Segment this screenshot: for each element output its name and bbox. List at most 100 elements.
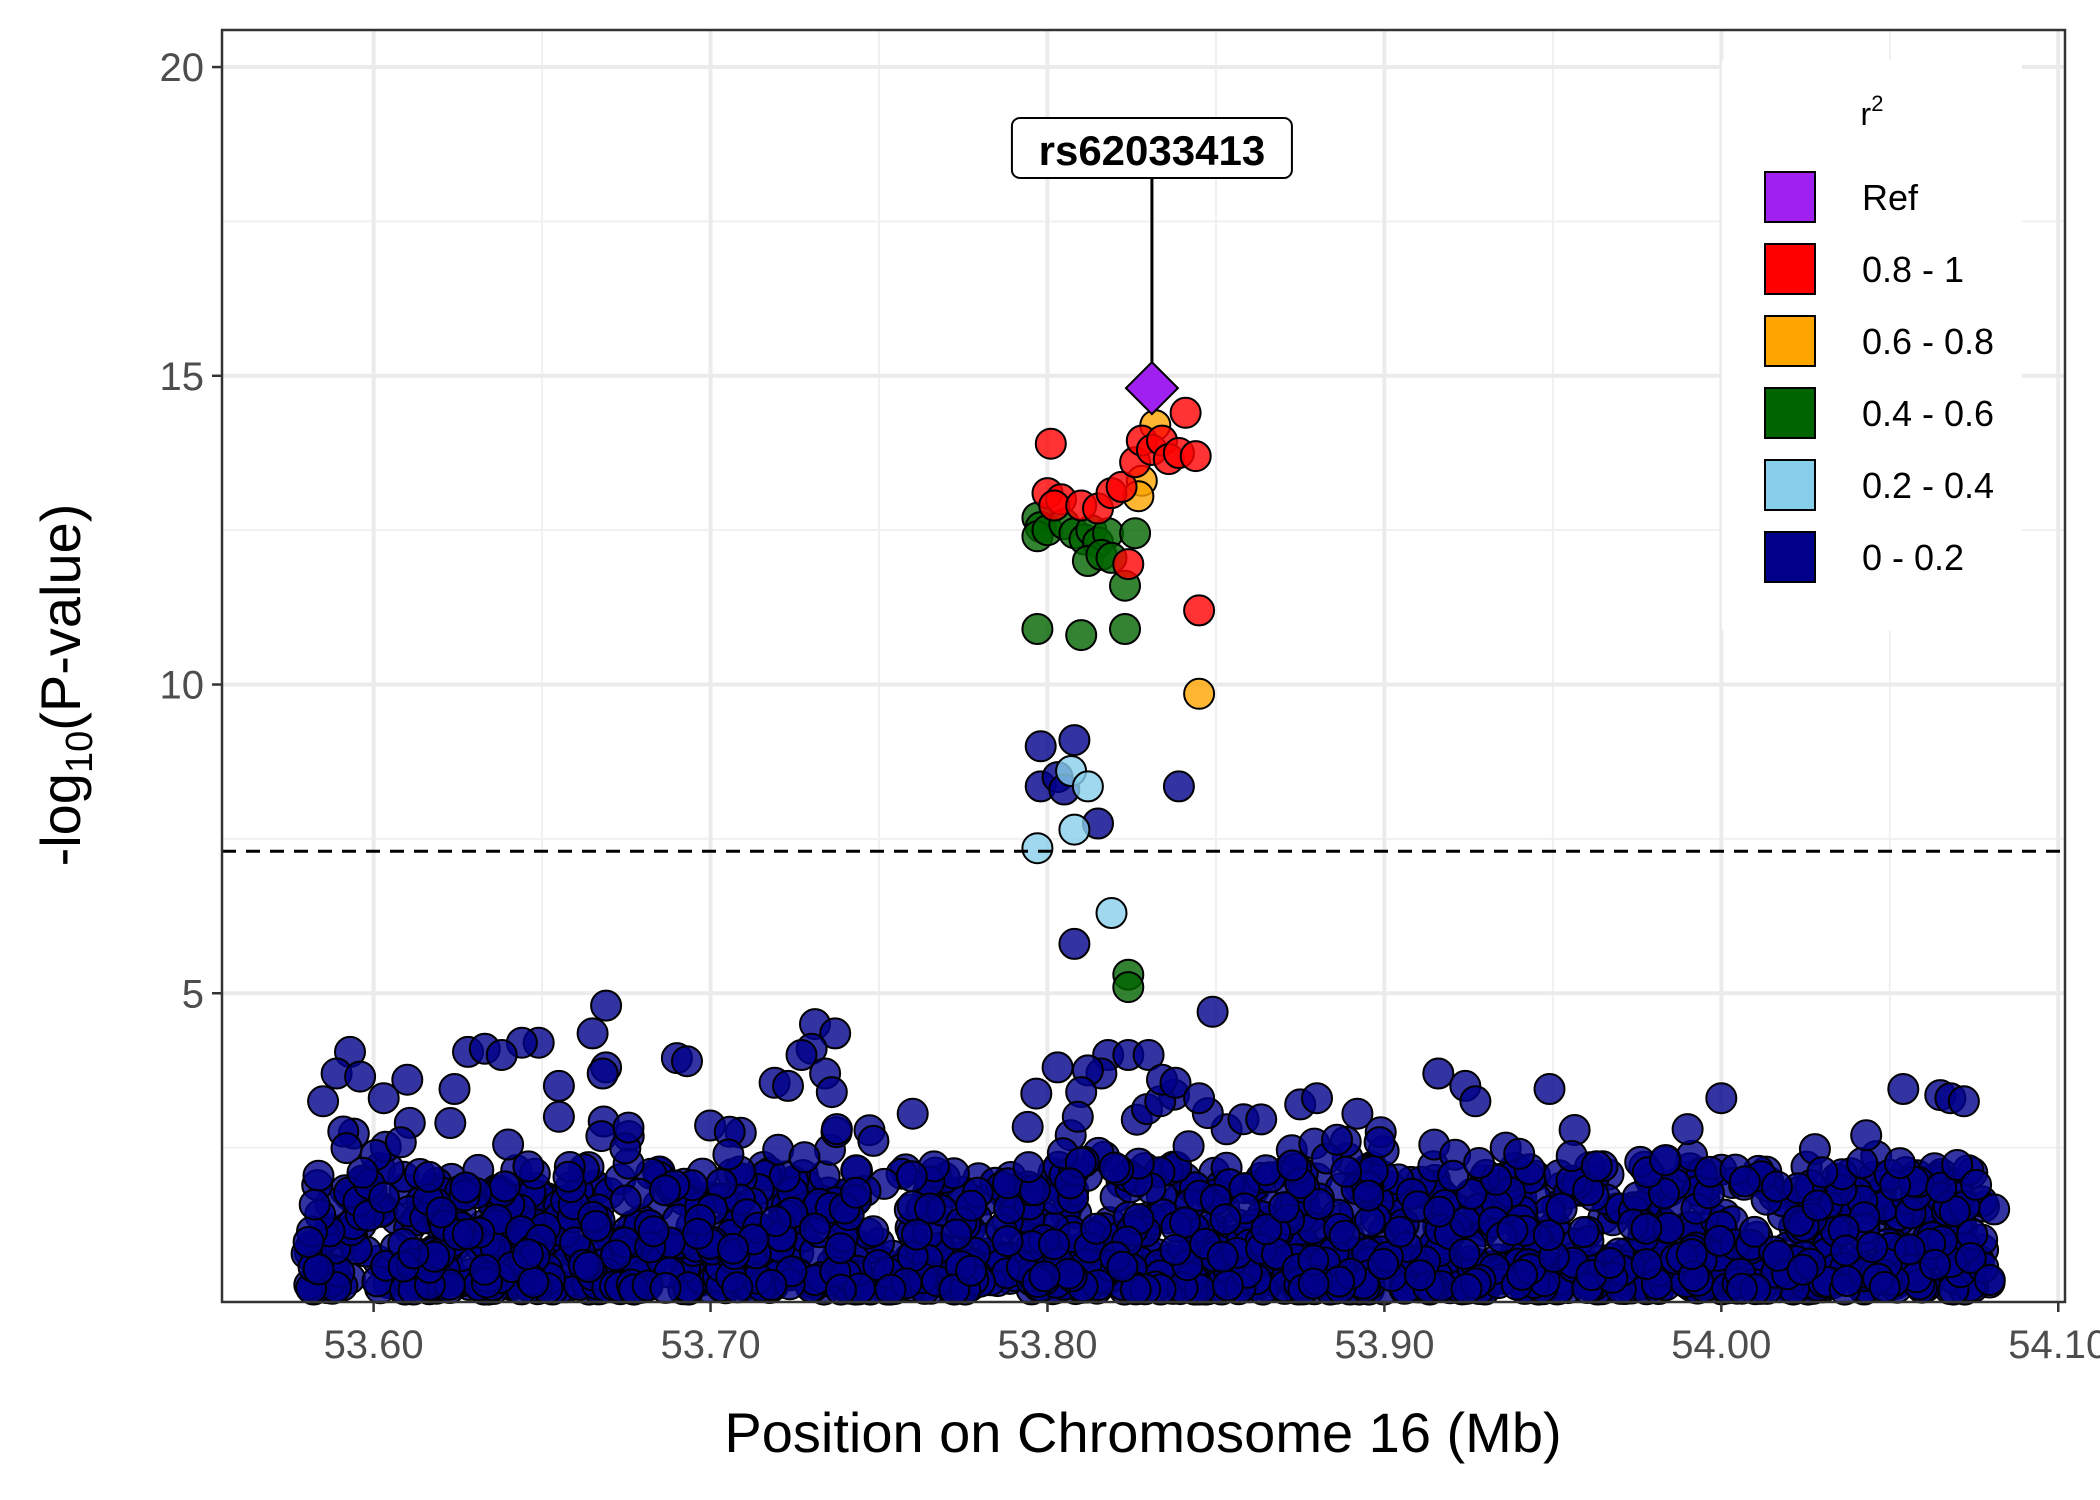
background-snp-point (1268, 1191, 1300, 1224)
background-snp-point (488, 1170, 521, 1203)
background-snp-point (580, 1210, 613, 1242)
background-snp-point (397, 1237, 430, 1270)
background-snp-point (1012, 1151, 1045, 1184)
snp-point (1132, 1039, 1165, 1071)
background-snp-point (425, 1196, 458, 1229)
legend-label: Ref (1862, 177, 1919, 218)
lead-snp-marker (1124, 360, 1180, 416)
legend-label: 0.2 - 0.4 (1862, 465, 1994, 506)
y-axis-title-subscript: 10 (59, 731, 101, 773)
snp-point (1105, 470, 1138, 503)
background-snp-point (1080, 1212, 1113, 1245)
background-snp-point (1450, 1272, 1483, 1305)
background-snp-point (1496, 1214, 1529, 1247)
background-snp-point (1020, 1077, 1053, 1110)
snp-point (1109, 613, 1141, 645)
snp-point (1179, 440, 1212, 473)
x-tick-label: 54.00 (1671, 1323, 1771, 1367)
legend-swatch (1764, 531, 1816, 583)
snp-point (1112, 548, 1145, 581)
background-snp-point (1249, 1154, 1282, 1187)
background-snp-point (1352, 1179, 1385, 1212)
background-snp-point (1211, 1269, 1244, 1302)
background-snp-point (1302, 1188, 1335, 1220)
legend-label: 0.8 - 1 (1862, 249, 1964, 290)
legend-title-superscript: 2 (1871, 91, 1883, 116)
background-snp-point (1437, 1159, 1470, 1192)
x-tick-label: 53.70 (660, 1323, 760, 1367)
background-snp-point (637, 1215, 670, 1248)
background-snp-point (1593, 1247, 1626, 1279)
background-snp-point (1829, 1234, 1862, 1267)
background-snp-point (1363, 1126, 1396, 1159)
background-snp-point (1054, 1167, 1087, 1200)
snp-point (542, 1100, 575, 1133)
snp-point (1341, 1097, 1374, 1130)
background-snp-point (788, 1141, 821, 1174)
y-axis-title: -log10(P-value) (29, 504, 101, 867)
background-snp-point (1726, 1272, 1758, 1305)
background-snp-point (552, 1160, 585, 1193)
background-snp-point (451, 1218, 484, 1250)
snp-point (815, 1076, 848, 1109)
background-snp-point (798, 1212, 831, 1245)
background-snp-point (298, 1188, 331, 1221)
snp-point (772, 1069, 804, 1102)
snp-point (586, 1057, 619, 1090)
background-snp-point (955, 1254, 988, 1287)
background-snp-point (1250, 1213, 1283, 1246)
background-snp-point (1649, 1144, 1682, 1177)
snp-point (542, 1069, 575, 1102)
background-snp-point (1893, 1233, 1926, 1266)
annotation-label-box (1010, 117, 1293, 179)
background-snp-point (1098, 1151, 1131, 1184)
y-axis-title-prefix: -log (29, 773, 92, 866)
background-snp-point (940, 1218, 973, 1251)
x-tick-label: 53.60 (324, 1323, 424, 1367)
background-snp-point (762, 1133, 795, 1166)
background-snp-point (1856, 1231, 1889, 1264)
snp-point (1183, 1082, 1216, 1115)
grid-minor (222, 30, 2065, 1302)
background-snp-point (1448, 1237, 1481, 1270)
snp-point (1580, 1150, 1613, 1183)
snp-point (1503, 1137, 1536, 1170)
background-snp-point (1330, 1155, 1363, 1188)
snp-point (1065, 619, 1098, 652)
background-snp-point (1786, 1253, 1819, 1286)
background-snp-point (1328, 1219, 1361, 1252)
snp-point (438, 1073, 471, 1105)
background-snp-point (1276, 1149, 1309, 1182)
background-snp-point (517, 1266, 550, 1299)
background-snp-point (600, 1239, 632, 1272)
snp-point (1119, 517, 1152, 550)
snp-point (485, 1039, 518, 1071)
snp-point (1459, 1085, 1492, 1118)
snp-point (1883, 1147, 1916, 1180)
snp-point (1422, 1057, 1455, 1090)
snp-point (1533, 1073, 1566, 1105)
background-snp-point (681, 1217, 714, 1250)
background-snp-point (1703, 1224, 1736, 1257)
y-axis-title-suffix: (P-value) (29, 504, 92, 731)
background-snp-point (1846, 1147, 1879, 1179)
snp-point (1850, 1119, 1883, 1152)
background-snp-point (1038, 1228, 1070, 1261)
snp-point (1041, 1051, 1074, 1084)
y-tick-label: 15 (160, 355, 205, 399)
lead-snp-annotation: rs62033413 (1010, 117, 1293, 416)
legend-swatch (1764, 171, 1816, 223)
background-snp-point (1925, 1171, 1958, 1204)
snp-point (1021, 613, 1054, 645)
legend-swatch (1764, 315, 1816, 367)
background-snp-point (1172, 1130, 1205, 1163)
background-snp-point (1728, 1165, 1761, 1198)
snp-point (1887, 1073, 1920, 1105)
background-snp-point (824, 1232, 857, 1265)
background-snp-point (820, 1113, 853, 1146)
background-snp-point (492, 1128, 525, 1161)
background-snp-point (1762, 1239, 1795, 1272)
snp-point (1058, 927, 1091, 960)
background-snp-point (1830, 1265, 1863, 1297)
